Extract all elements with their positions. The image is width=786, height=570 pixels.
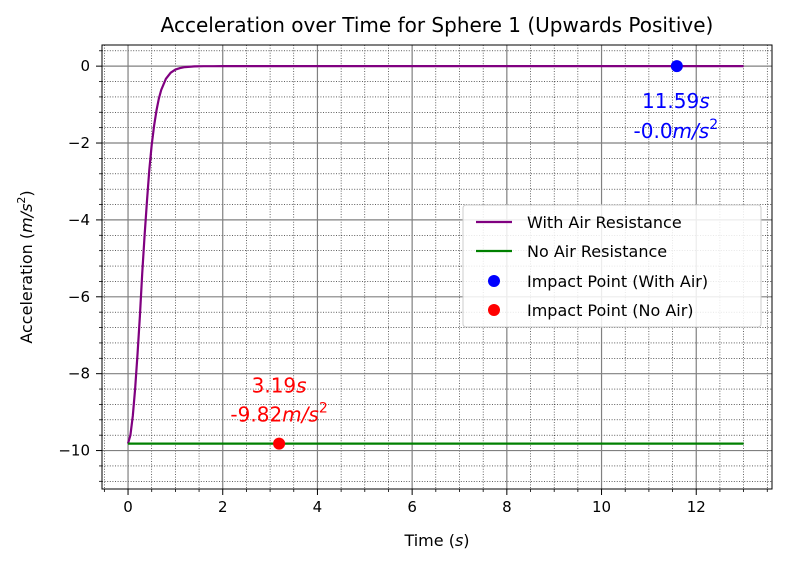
x-tick-label: 10 xyxy=(592,498,611,516)
y-axis-label: Acceleration (m/s2) xyxy=(15,190,36,343)
x-tick-label: 2 xyxy=(218,498,228,516)
y-tick-label: −4 xyxy=(68,211,90,229)
impact-point-no-air xyxy=(273,437,286,450)
x-tick-label: 6 xyxy=(407,498,417,516)
x-axis-label: Time (s) xyxy=(403,531,469,550)
plot-frame xyxy=(101,44,773,490)
series-layer xyxy=(126,65,744,445)
y-tick-label: −8 xyxy=(68,365,90,383)
points-layer xyxy=(273,60,683,450)
y-tick-label: −6 xyxy=(68,288,90,306)
legend-label-impact-with-air: Impact Point (With Air) xyxy=(527,272,708,291)
impact-time-label-with-air: 11.59s xyxy=(642,89,710,113)
legend-label-impact-no-air: Impact Point (No Air) xyxy=(527,301,694,320)
impact-point-with-air xyxy=(670,60,683,73)
impact-accel-label-with-air: -0.0m/s2 xyxy=(634,117,719,143)
legend-label-no-air: No Air Resistance xyxy=(527,242,667,261)
legend-label-with-air: With Air Resistance xyxy=(527,213,682,232)
legend-marker-impact-with-air xyxy=(488,275,500,287)
x-tick-label: 12 xyxy=(687,498,706,516)
x-tick-label: 4 xyxy=(313,498,323,516)
ticks-layer: 0 2 4 6 8 10 12 0 −2 −4 −6 −8 −10 xyxy=(58,50,768,516)
x-tick-label: 0 xyxy=(123,498,133,516)
legend-box xyxy=(462,204,762,328)
y-tick-label: −2 xyxy=(68,134,90,152)
chart-title: Acceleration over Time for Sphere 1 (Upw… xyxy=(161,13,714,37)
impact-time-label-no-air: 3.19s xyxy=(252,374,307,398)
y-tick-label: 0 xyxy=(80,57,90,75)
legend: With Air Resistance No Air Resistance Im… xyxy=(462,204,762,328)
annotation-layer: 11.59s -0.0m/s2 3.19s -9.82m/s2 xyxy=(230,89,718,426)
y-tick-label: −10 xyxy=(58,442,90,460)
series-line-with-air xyxy=(126,65,744,444)
x-tick-label: 8 xyxy=(502,498,512,516)
legend-marker-impact-no-air xyxy=(488,304,500,316)
impact-accel-label-no-air: -9.82m/s2 xyxy=(230,401,327,427)
